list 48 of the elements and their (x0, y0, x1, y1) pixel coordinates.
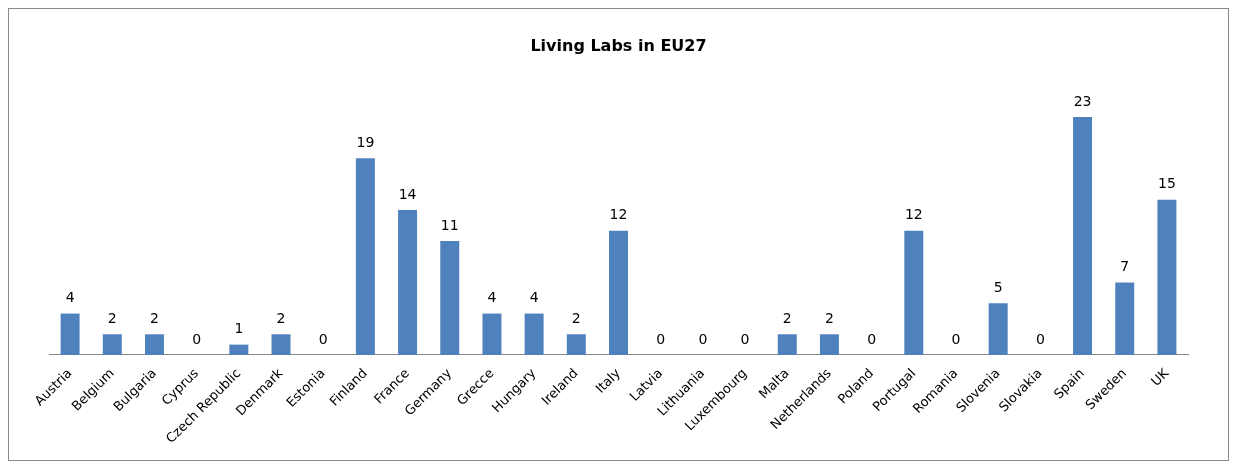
data-label: 19 (356, 133, 375, 150)
data-label: 0 (1035, 330, 1045, 347)
data-label: 0 (867, 330, 877, 347)
data-label: 11 (440, 216, 459, 233)
data-label: 4 (529, 289, 539, 306)
bar (440, 241, 460, 355)
bar (482, 313, 502, 355)
data-label: 7 (1120, 258, 1130, 275)
data-label: 23 (1073, 92, 1092, 109)
bar (777, 334, 797, 355)
data-label: 0 (192, 330, 202, 347)
data-label: 15 (1157, 175, 1176, 192)
bar (1157, 199, 1177, 355)
bar (229, 344, 249, 355)
data-label: 0 (951, 330, 961, 347)
bar (1115, 282, 1135, 355)
bar (398, 210, 418, 355)
bar (271, 334, 291, 355)
data-label: 2 (571, 309, 581, 326)
chart-title: Living Labs in EU27 (530, 35, 707, 55)
data-label: 4 (487, 289, 497, 306)
bar (60, 313, 80, 355)
data-label: 5 (993, 278, 1003, 295)
bar (355, 158, 375, 355)
data-label: 0 (318, 330, 328, 347)
bar (144, 334, 164, 355)
data-label: 4 (65, 289, 75, 306)
bar (904, 230, 924, 355)
bar (609, 230, 628, 355)
bar (524, 313, 544, 355)
x-tick-label: UK (1148, 365, 1172, 389)
data-label: 12 (904, 206, 923, 223)
bar (819, 334, 839, 355)
bar (988, 303, 1008, 355)
data-label: 0 (656, 330, 666, 347)
bar (102, 334, 122, 355)
data-label: 2 (276, 309, 286, 326)
data-label: 2 (824, 309, 834, 326)
data-label: 1 (234, 320, 244, 337)
data-label: 2 (782, 309, 792, 326)
data-label: 2 (107, 309, 117, 326)
bar (1073, 116, 1093, 355)
data-label: 12 (609, 206, 628, 223)
bar (566, 334, 586, 355)
data-label: 0 (698, 330, 708, 347)
data-label: 2 (150, 309, 159, 326)
data-label: 0 (740, 330, 750, 347)
data-label: 14 (398, 185, 417, 202)
